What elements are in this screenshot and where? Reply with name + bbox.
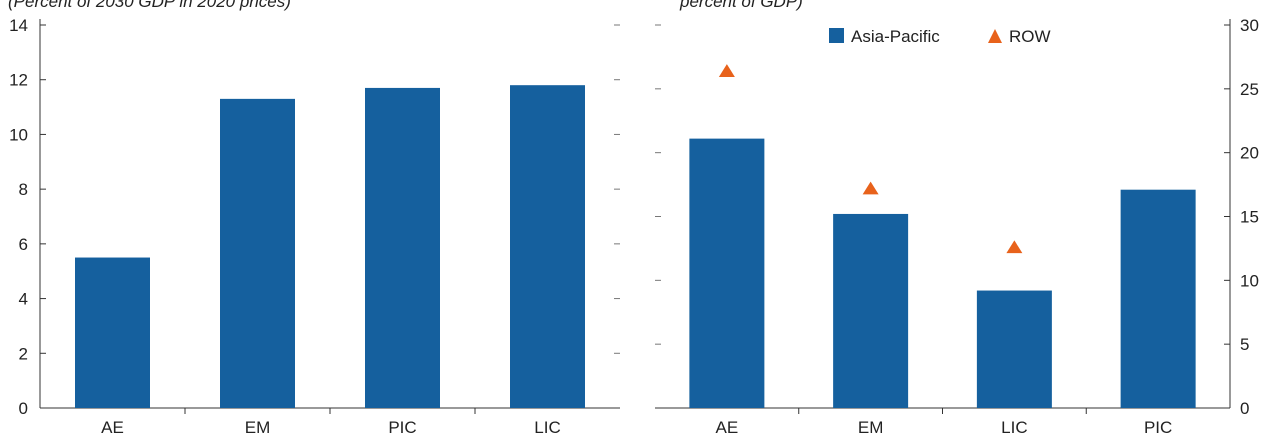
right-y-tick-label: 5 — [1240, 335, 1249, 354]
right-y-tick-label: 10 — [1240, 271, 1259, 290]
right-chart-legend: Asia-Pacific ROW — [829, 27, 1051, 46]
right-y-tick-label: 20 — [1240, 144, 1259, 163]
row-marker-lic — [1006, 240, 1023, 254]
right-y-tick-label: 25 — [1240, 80, 1259, 99]
right-x-tick-label: LIC — [1001, 418, 1027, 435]
right-y-tick-label: 0 — [1240, 399, 1249, 418]
right-y-tick-label: 30 — [1240, 16, 1259, 35]
left-y-tick-label: 10 — [9, 125, 28, 144]
legend-swatch-asia-pacific — [829, 28, 844, 43]
right-chart-subtitle: percent of GDP) — [680, 0, 803, 11]
row-marker-em — [862, 181, 879, 195]
legend-swatch-row — [988, 29, 1002, 43]
row-marker-ae — [718, 64, 735, 77]
right-bar-lic — [976, 290, 1052, 408]
left-bar-ae — [75, 257, 150, 408]
left-x-tick-label: LIC — [534, 418, 560, 435]
left-chart-subtitle: (Percent of 2030 GDP in 2020 prices) — [8, 0, 291, 11]
left-y-tick-label: 2 — [19, 344, 28, 363]
right-bar-em — [833, 213, 909, 408]
left-x-tick-label: EM — [245, 418, 271, 435]
left-y-tick-label: 0 — [19, 399, 28, 418]
right-y-tick-label: 15 — [1240, 208, 1259, 227]
legend-label-asia-pacific: Asia-Pacific — [851, 27, 940, 46]
left-bar-chart: 0 2 4 6 8 10 12 14 AE EM PIC LIC — [9, 16, 620, 435]
left-bar-em — [220, 98, 295, 408]
right-bar-ae — [689, 138, 765, 408]
left-y-tick-label: 12 — [9, 71, 28, 90]
left-y-tick-label: 6 — [19, 235, 28, 254]
left-x-tick-label: AE — [101, 418, 124, 435]
left-bar-lic — [510, 85, 585, 408]
right-x-tick-label: EM — [858, 418, 884, 435]
right-bar-pic — [1120, 189, 1196, 408]
legend-label-row: ROW — [1009, 27, 1051, 46]
right-bar-chart: 0 5 10 15 20 25 30 AE EM LIC PIC Asia-Pacific ROW — [655, 16, 1259, 435]
left-x-tick-label: PIC — [388, 418, 416, 435]
left-y-tick-label: 14 — [9, 16, 28, 35]
right-x-tick-label: AE — [716, 418, 739, 435]
left-bar-pic — [365, 87, 440, 409]
right-x-tick-label: PIC — [1144, 418, 1172, 435]
left-y-tick-label: 8 — [19, 180, 28, 199]
left-y-tick-label: 4 — [19, 290, 28, 309]
